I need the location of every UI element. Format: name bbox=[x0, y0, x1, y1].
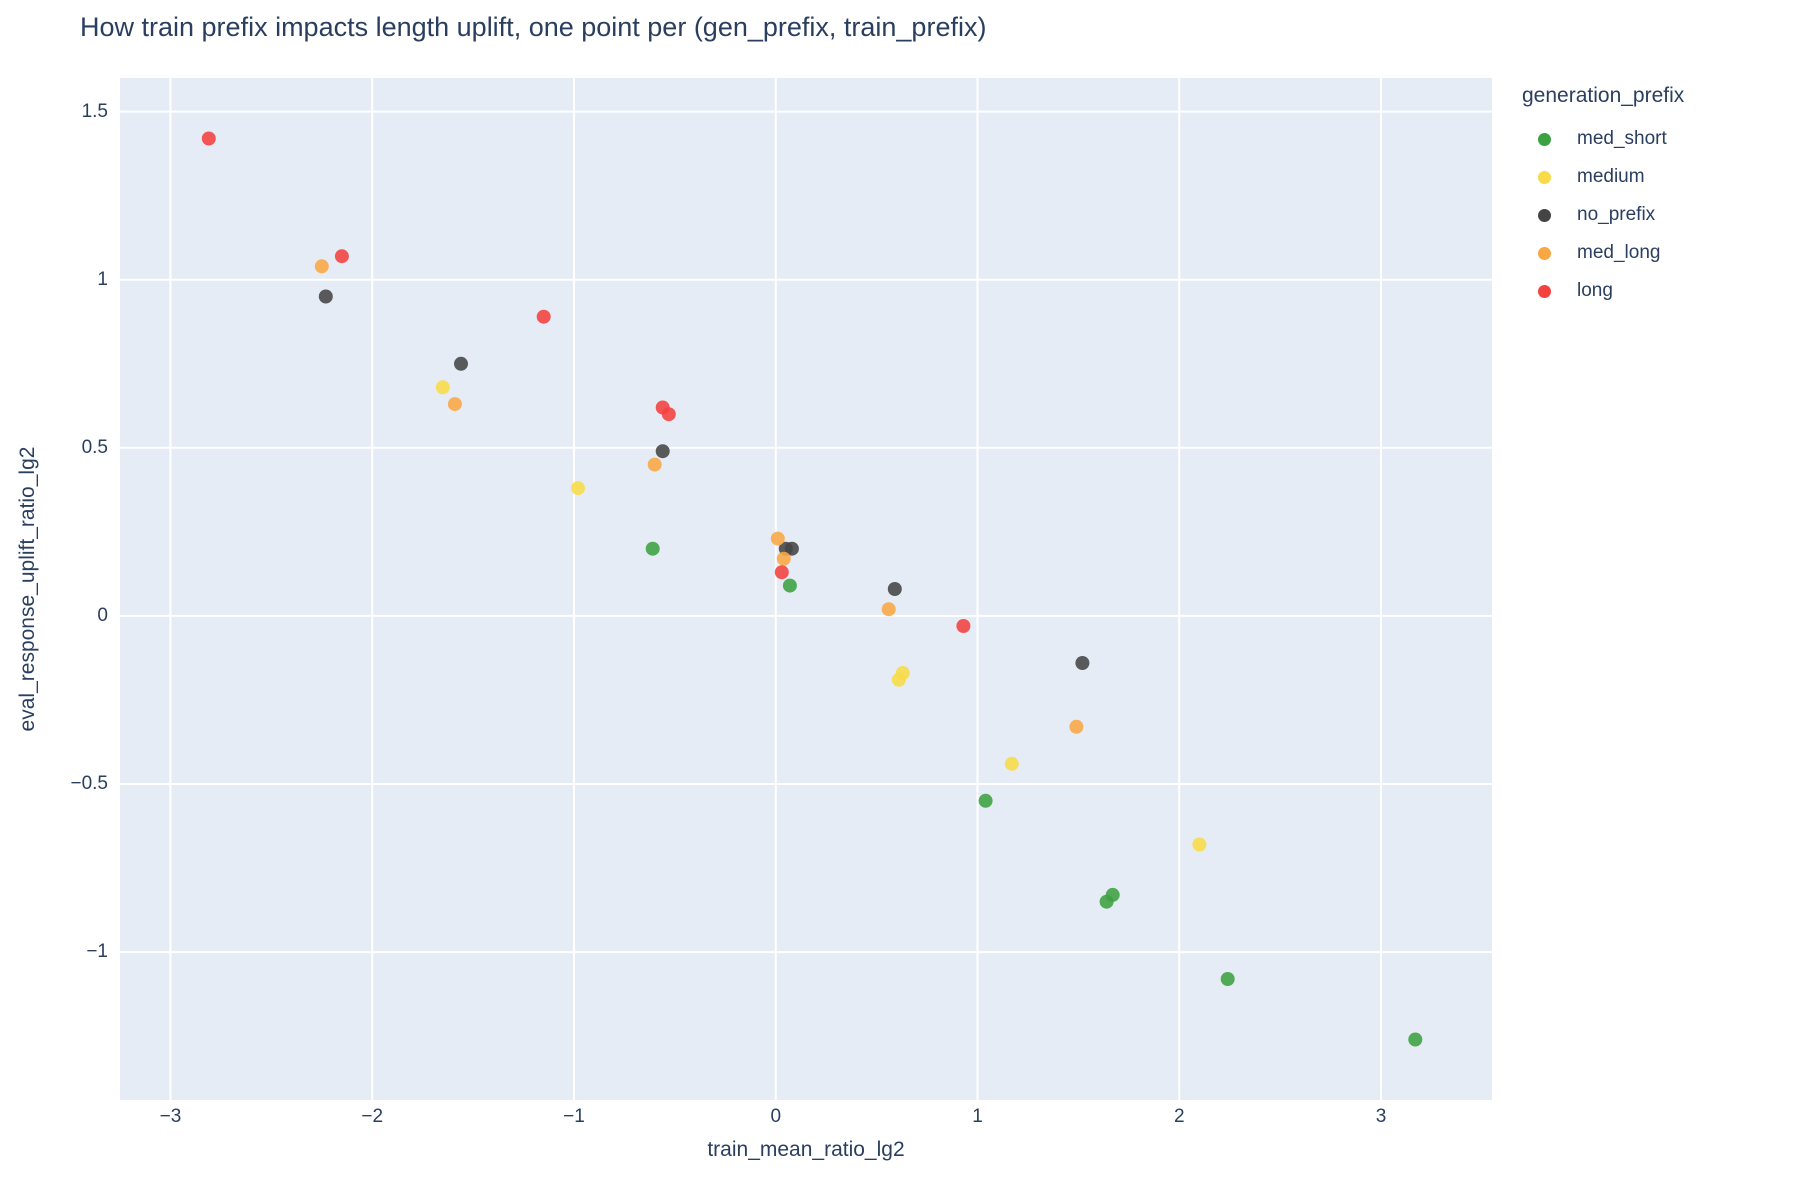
scatter-point-no_prefix[interactable] bbox=[784, 541, 799, 556]
scatter-point-no_prefix[interactable] bbox=[318, 289, 333, 304]
scatter-point-medium[interactable] bbox=[435, 380, 450, 395]
legend-item-label: no_prefix bbox=[1577, 204, 1656, 225]
y-tick-label: −0.5 bbox=[70, 772, 108, 794]
x-tick-label: −2 bbox=[361, 1106, 384, 1127]
plot-area[interactable] bbox=[120, 78, 1492, 1100]
scatter-point-medium[interactable] bbox=[571, 481, 585, 496]
legend-title: generation_prefix bbox=[1522, 84, 1685, 107]
scatter-point-med_long[interactable] bbox=[1069, 719, 1084, 734]
scatter-point-med_long[interactable] bbox=[647, 457, 662, 472]
y-tick-label: 0 bbox=[97, 604, 108, 626]
x-tick-label: −1 bbox=[563, 1106, 585, 1127]
scatter-point-med_short[interactable] bbox=[1220, 972, 1235, 986]
scatter-point-med_short[interactable] bbox=[645, 541, 660, 556]
y-tick-label: 0.5 bbox=[81, 436, 108, 458]
scatter-point-med_long[interactable] bbox=[314, 259, 329, 274]
scatter-point-long[interactable] bbox=[956, 619, 971, 633]
x-tick-label: 2 bbox=[1173, 1106, 1185, 1127]
legend-item-med_long[interactable]: med_long bbox=[1522, 234, 1684, 272]
legend-swatch-icon bbox=[1538, 284, 1551, 298]
scatter-point-no_prefix[interactable] bbox=[1075, 656, 1090, 670]
legend-swatch-icon bbox=[1538, 170, 1551, 184]
scatter-point-med_short[interactable] bbox=[1105, 887, 1120, 902]
scatter-point-med_long[interactable] bbox=[881, 602, 896, 617]
legend-swatch-icon bbox=[1538, 208, 1551, 222]
legend-item-long[interactable]: long bbox=[1522, 272, 1684, 310]
x-tick-label: −3 bbox=[159, 1106, 182, 1127]
legend-item-medium[interactable]: medium bbox=[1522, 158, 1684, 196]
scatter-point-medium[interactable] bbox=[1192, 837, 1207, 852]
legend-item-label: medium bbox=[1577, 166, 1645, 187]
scatter-point-med_long[interactable] bbox=[776, 551, 791, 566]
y-tick-label: 1.5 bbox=[81, 100, 108, 122]
scatter-point-long[interactable] bbox=[334, 249, 349, 264]
x-tick-label: 1 bbox=[972, 1106, 983, 1127]
legend-swatch-icon bbox=[1538, 132, 1551, 146]
scatter-point-medium[interactable] bbox=[895, 666, 910, 680]
x-axis-title: train_mean_ratio_lg2 bbox=[707, 1138, 905, 1161]
legend-item-label: med_long bbox=[1577, 242, 1661, 263]
chart-title: How train prefix impacts length uplift, … bbox=[80, 12, 987, 42]
scatter-point-med_long[interactable] bbox=[770, 531, 785, 546]
scatter-point-med_long[interactable] bbox=[447, 397, 462, 412]
scatter-point-no_prefix[interactable] bbox=[454, 356, 468, 371]
legend-item-med_short[interactable]: med_short bbox=[1522, 120, 1684, 158]
scatter-point-long[interactable] bbox=[536, 309, 551, 324]
plot-background bbox=[120, 78, 1492, 1100]
scatter-point-med_short[interactable] bbox=[782, 578, 797, 593]
scatter-point-no_prefix[interactable] bbox=[655, 444, 670, 459]
scatter-point-medium[interactable] bbox=[1004, 756, 1019, 771]
legend-item-label: long bbox=[1577, 280, 1613, 301]
scatter-point-long[interactable] bbox=[661, 407, 676, 422]
scatter-point-no_prefix[interactable] bbox=[887, 582, 902, 596]
legend-item-no_prefix[interactable]: no_prefix bbox=[1522, 196, 1684, 234]
y-axis-title: eval_response_uplift_ratio_lg2 bbox=[16, 446, 39, 732]
scatter-point-long[interactable] bbox=[774, 565, 789, 580]
legend-item-label: med_short bbox=[1577, 128, 1667, 149]
x-tick-label: 0 bbox=[770, 1106, 782, 1127]
x-tick-label: 3 bbox=[1375, 1106, 1387, 1127]
y-tick-label: 1 bbox=[97, 268, 108, 290]
scatter-point-med_short[interactable] bbox=[1408, 1032, 1423, 1047]
y-tick-label: −1 bbox=[86, 941, 108, 963]
legend-swatch-icon bbox=[1538, 246, 1551, 260]
scatter-point-med_short[interactable] bbox=[978, 793, 993, 808]
scatter-point-long[interactable] bbox=[201, 131, 216, 146]
